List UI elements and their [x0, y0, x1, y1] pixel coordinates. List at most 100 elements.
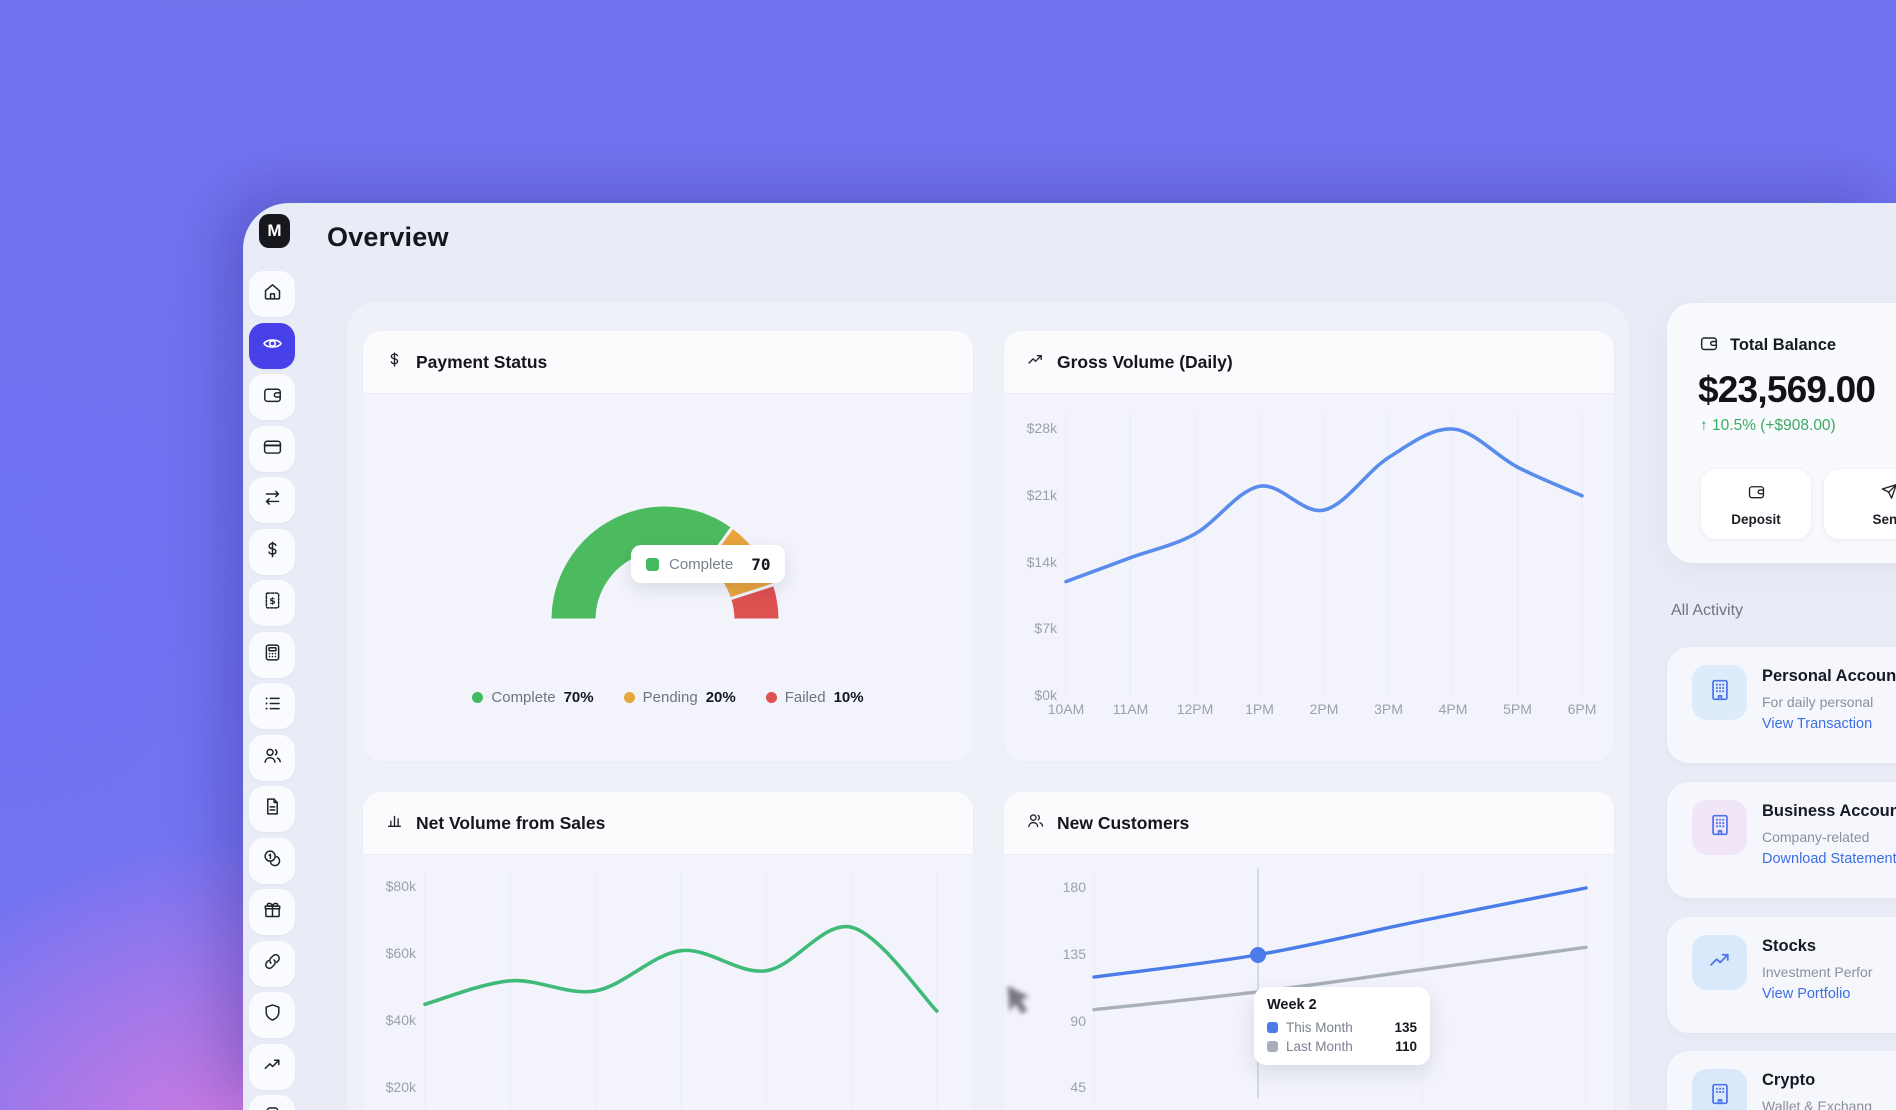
series-swatch: [1267, 1022, 1278, 1033]
x-axis-tick: 11AM: [1112, 701, 1149, 717]
sidebar-item-cards[interactable]: [249, 425, 295, 472]
new-customers-chart: [1092, 872, 1588, 1110]
sidebar-item-coins[interactable]: [249, 837, 295, 884]
sidebar-item-home[interactable]: [249, 271, 295, 317]
tooltip-value: 70: [751, 554, 771, 574]
sidebar-item-rewards[interactable]: [249, 889, 295, 935]
x-axis-tick: 3PM: [1374, 701, 1403, 717]
device-icon: [262, 1105, 283, 1110]
payment-status-card: Payment Status Complete 70 Complete 70% P…: [363, 331, 973, 761]
activity-item-personal-account[interactable]: Personal Account For daily personal View…: [1667, 647, 1896, 763]
payment-status-body: Complete 70 Complete 70% Pending 20% Faile…: [363, 393, 973, 761]
x-axis-tick: 6PM: [1567, 701, 1597, 717]
app-logo-letter: M: [267, 221, 282, 240]
all-activity-heading: All Activity: [1671, 602, 1744, 619]
y-axis-tick: $0k: [1034, 687, 1057, 703]
send-button[interactable]: Send: [1823, 468, 1896, 540]
tooltip-title: Week 2: [1267, 997, 1317, 1013]
icon-tile: [1692, 800, 1747, 855]
tooltip-value: 110: [1395, 1039, 1417, 1054]
sidebar-item-overview[interactable]: [249, 322, 295, 369]
users-icon: [1026, 811, 1045, 835]
sidebar-item-invoices[interactable]: $: [249, 580, 295, 626]
activity-item-stocks[interactable]: Stocks Investment Perfor View Portfolio: [1667, 917, 1896, 1033]
tooltip-row: This Month 135: [1267, 1020, 1417, 1035]
activity-subtitle: For daily personal: [1762, 694, 1874, 710]
x-axis-tick: 5PM: [1503, 701, 1532, 717]
document-icon: [262, 796, 283, 822]
sidebar: $: [247, 271, 297, 1110]
download-statement-link[interactable]: Download Statement: [1762, 851, 1896, 867]
gross-volume-chart: [1064, 413, 1584, 696]
new-customers-card: New Customers Week 2 This Month 135 Last …: [1004, 792, 1614, 1110]
gross-volume-card: Gross Volume (Daily) $28k $21k $14k $7k $0k 1…: [1004, 331, 1614, 761]
tooltip-label: Last Month: [1286, 1039, 1353, 1054]
deposit-button[interactable]: Deposit: [1700, 468, 1812, 540]
sidebar-item-calculator[interactable]: [249, 631, 295, 678]
week2-data-point[interactable]: [1250, 947, 1266, 963]
legend-value: 20%: [705, 689, 736, 706]
sidebar-item-analytics[interactable]: [249, 1043, 295, 1090]
y-axis-tick: $7k: [1034, 620, 1057, 637]
page-title: Overview: [327, 222, 449, 252]
charts-container: Payment Status Complete 70 Complete 70% P…: [347, 302, 1629, 1110]
sidebar-item-security[interactable]: [249, 992, 295, 1038]
y-axis-tick: 135: [1062, 945, 1086, 962]
shield-icon: [262, 1002, 283, 1028]
link-icon: [262, 951, 283, 977]
sidebar-item-transfers[interactable]: [249, 477, 295, 523]
activity-subtitle: Wallet & Exchang: [1762, 1098, 1872, 1110]
view-portfolio-link[interactable]: View Portfolio: [1762, 986, 1851, 1002]
wallet-icon: [1699, 333, 1719, 358]
card-title: Gross Volume (Daily): [1057, 351, 1233, 372]
total-balance-card: Total Balance $23,569.00 ↑ 10.5% (+$908.…: [1667, 303, 1896, 563]
sidebar-item-payments[interactable]: [249, 528, 295, 575]
building-icon: [1707, 1081, 1733, 1110]
week2-gridline: [1257, 868, 1259, 1098]
sidebar-item-device[interactable]: [249, 1095, 295, 1110]
x-axis-tick: 1PM: [1245, 701, 1274, 717]
gift-icon: [262, 899, 283, 925]
paper-plane-icon: [1880, 482, 1896, 506]
view-transaction-link[interactable]: View Transaction: [1762, 716, 1873, 732]
y-axis-tick: $60k: [385, 945, 416, 961]
tooltip-value: 135: [1394, 1020, 1417, 1035]
legend-value: 70%: [563, 689, 594, 706]
activity-item-business-account[interactable]: Business Account Company-related Downloa…: [1667, 782, 1896, 898]
net-volume-chart: [423, 871, 939, 1110]
trending-up-icon: [1026, 350, 1045, 374]
app-logo[interactable]: M: [259, 214, 290, 248]
svg-text:$: $: [269, 596, 275, 607]
dollar-icon: [385, 350, 404, 374]
total-balance-label: Total Balance: [1730, 336, 1837, 354]
x-axis-tick: 4PM: [1438, 701, 1468, 717]
sidebar-item-documents[interactable]: [249, 786, 295, 832]
sidebar-item-customers[interactable]: [249, 734, 295, 781]
x-axis-tick: 10AM: [1047, 701, 1085, 717]
activity-title: Personal Account: [1762, 667, 1896, 685]
balance-change: ↑ 10.5% (+$908.00): [1700, 417, 1836, 434]
balance-amount: $23,569.00: [1698, 369, 1876, 410]
new-customers-body: Week 2 This Month 135 Last Month 110 180 13…: [1004, 854, 1614, 1110]
activity-subtitle: Company-related: [1762, 829, 1870, 845]
card-title: New Customers: [1057, 812, 1190, 833]
y-axis-tick: $80k: [385, 878, 416, 894]
sidebar-item-wallet[interactable]: [249, 374, 295, 420]
sidebar-item-lists[interactable]: [249, 683, 295, 729]
card-title: Payment Status: [416, 351, 548, 372]
icon-tile: [1692, 665, 1747, 720]
sidebar-item-links[interactable]: [249, 940, 295, 987]
activity-item-crypto[interactable]: Crypto Wallet & Exchang: [1667, 1051, 1896, 1110]
y-axis-tick: 180: [1062, 879, 1086, 895]
activity-subtitle: Investment Perfor: [1762, 964, 1873, 980]
legend-dot: [623, 692, 635, 703]
users-icon: [262, 745, 283, 771]
wallet-icon: [1747, 482, 1766, 506]
legend-item: Failed 10%: [765, 689, 864, 706]
tooltip-row: Last Month 110: [1267, 1039, 1417, 1054]
gross-volume-body: $28k $21k $14k $7k $0k 10AM 11AM 12PM 1PM 2PM 3PM 4…: [1004, 393, 1614, 761]
tooltip-label: This Month: [1286, 1020, 1353, 1035]
legend-swatch: [646, 557, 659, 571]
y-axis-tick: $28k: [1026, 420, 1057, 436]
home-icon: [262, 281, 283, 307]
